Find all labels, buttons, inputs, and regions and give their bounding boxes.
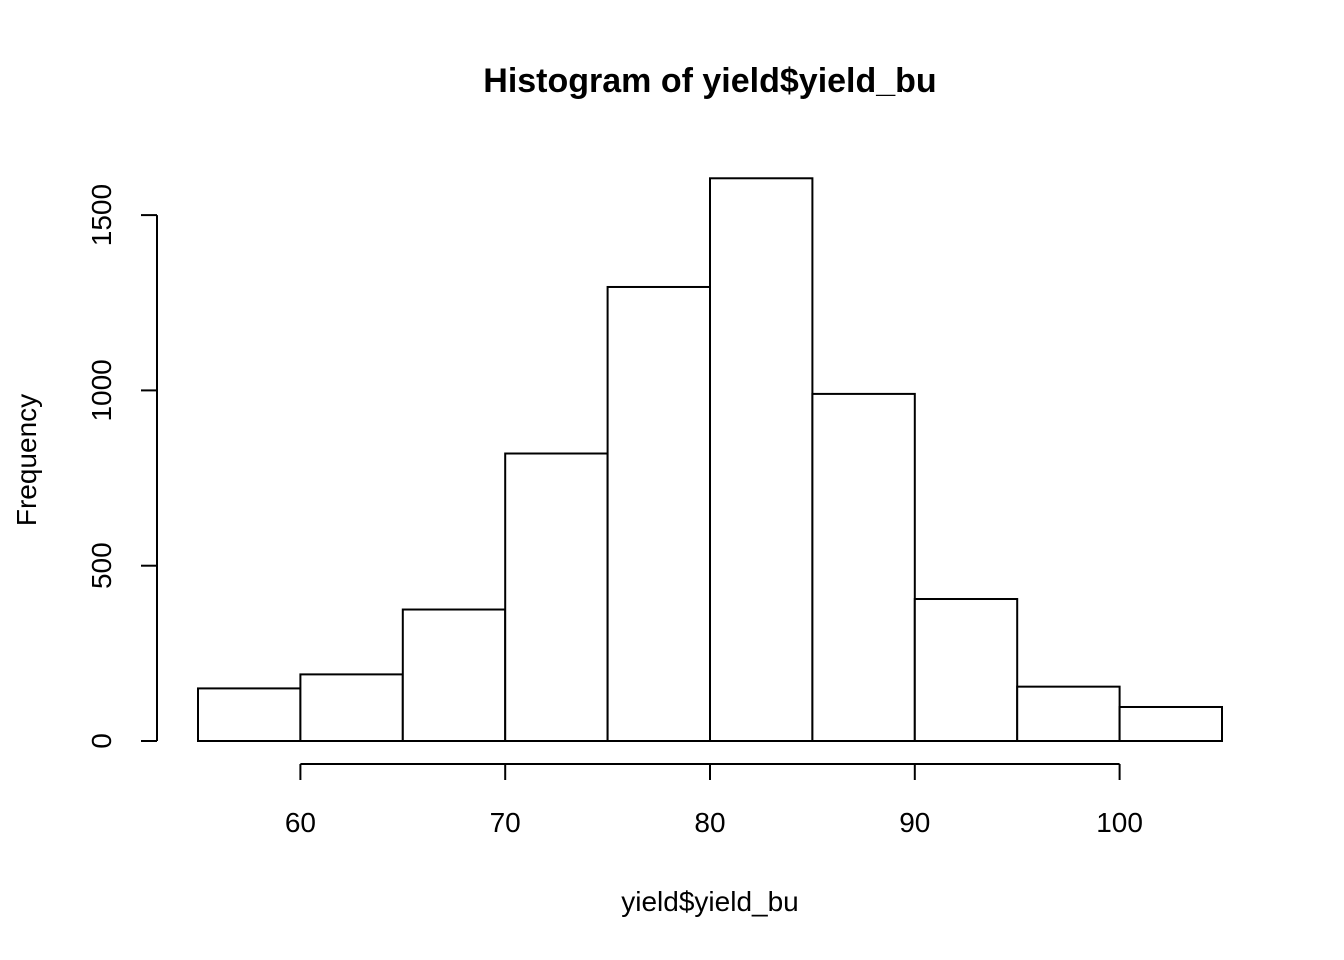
histogram-bar-2	[401, 608, 507, 743]
histogram-bar-7	[913, 598, 1019, 743]
y-tick-label: 500	[86, 542, 117, 589]
histogram-bar-0	[197, 687, 302, 742]
x-tick-label: 90	[899, 807, 930, 838]
histogram-bar-9	[1118, 705, 1223, 743]
y-tick-label: 0	[86, 733, 117, 749]
y-tick-label: 1000	[86, 359, 117, 421]
y-axis: 0 500 1000 1500	[86, 184, 158, 749]
histogram-bars	[197, 177, 1223, 743]
histogram-bar-8	[1016, 685, 1121, 742]
y-axis-label: Frequency	[11, 394, 42, 526]
histogram-bar-1	[299, 673, 404, 742]
histogram-bar-4	[606, 285, 711, 742]
histogram-bar-6	[811, 392, 916, 742]
x-tick-label: 100	[1096, 807, 1143, 838]
x-tick-label: 60	[285, 807, 316, 838]
histogram-bar-3	[504, 452, 609, 742]
x-axis: 60 70 80 90 100	[285, 763, 1143, 838]
chart-title: Histogram of yield$yield_bu	[483, 62, 936, 100]
x-axis-label: yield$yield_bu	[621, 886, 798, 917]
x-tick-label: 70	[490, 807, 521, 838]
histogram-bar-5	[709, 177, 814, 743]
x-tick-label: 80	[694, 807, 725, 838]
y-tick-label: 1500	[86, 184, 117, 246]
